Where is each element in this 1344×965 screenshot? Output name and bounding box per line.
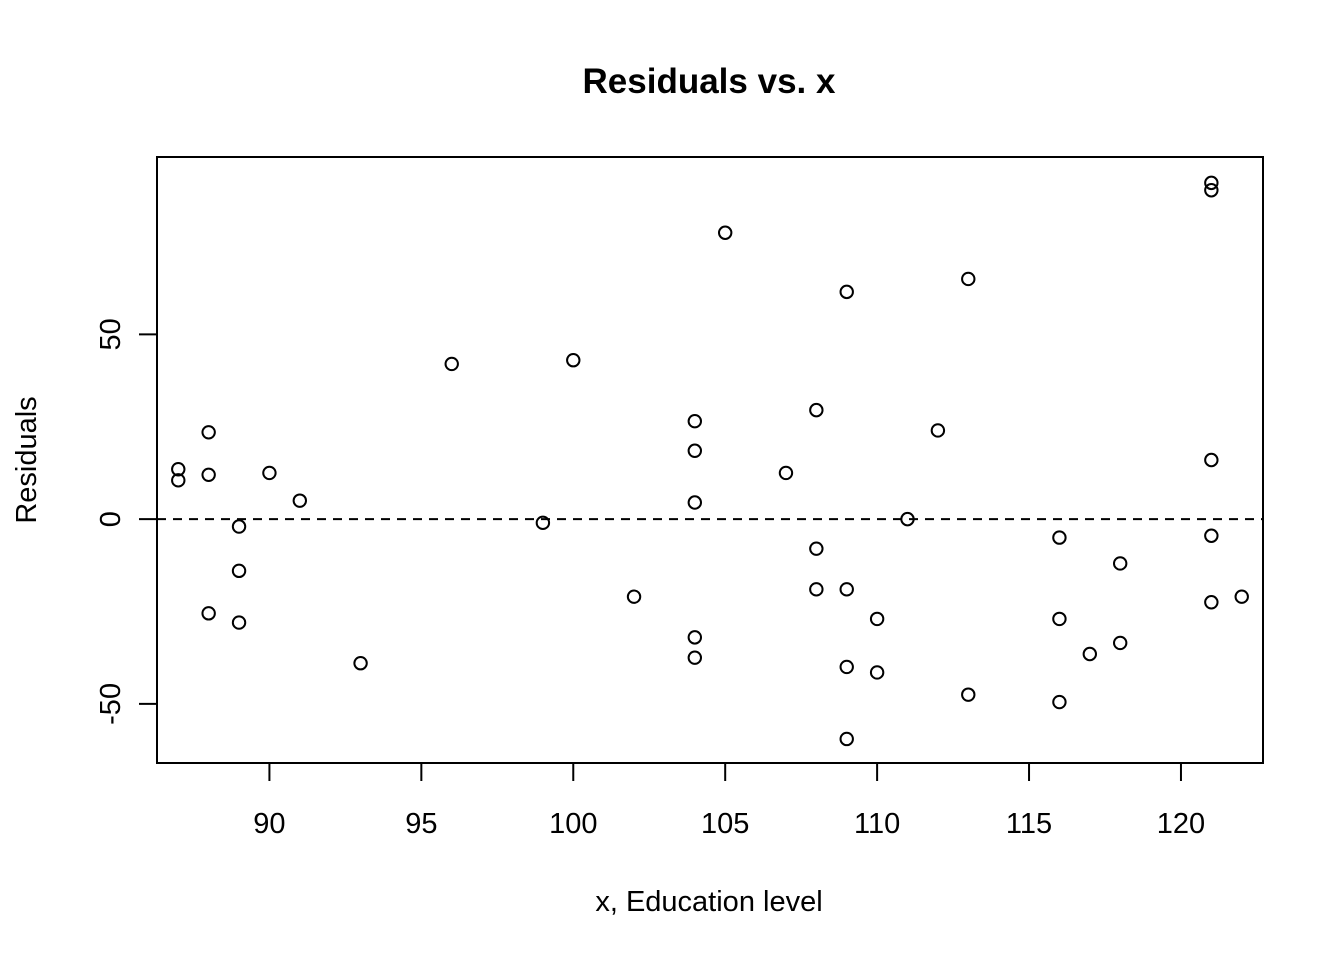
data-point — [171, 462, 186, 477]
data-point — [687, 443, 703, 458]
data-point — [444, 356, 459, 372]
data-point — [1204, 528, 1219, 543]
data-point — [1112, 635, 1128, 651]
data-point — [626, 589, 642, 604]
data-point — [1052, 611, 1067, 627]
data-point — [930, 423, 946, 438]
y-tick-label: 50 — [95, 318, 127, 350]
x-tick-label: 105 — [701, 808, 749, 840]
x-tick-label: 110 — [854, 808, 900, 840]
chart-title: Residuals vs. x — [583, 62, 836, 101]
data-point — [687, 495, 703, 510]
data-point — [1204, 595, 1219, 610]
data-point — [1052, 694, 1067, 710]
data-point — [566, 353, 581, 368]
data-point — [717, 225, 733, 240]
data-point — [869, 611, 885, 627]
data-point — [687, 630, 703, 645]
x-tick-label: 120 — [1157, 808, 1205, 840]
data-point — [1052, 530, 1067, 545]
x-axis-label: x, Education level — [595, 886, 822, 918]
data-point — [900, 511, 915, 527]
data-point — [961, 687, 976, 702]
x-axis: 90 95 100 105 110 115 120 — [253, 762, 1205, 840]
y-axis-label: Residuals — [11, 396, 43, 523]
data-point — [961, 271, 976, 287]
data-point — [839, 582, 854, 597]
data-point — [353, 656, 368, 671]
data-point — [809, 402, 824, 418]
data-point — [1204, 175, 1219, 191]
data-point — [809, 582, 824, 597]
data-point — [171, 473, 186, 488]
data-point — [231, 519, 247, 534]
data-point — [1112, 556, 1128, 571]
data-point — [292, 493, 308, 508]
data-point — [535, 515, 551, 531]
data-point — [869, 665, 885, 680]
data-point — [201, 425, 216, 440]
x-tick-label: 115 — [1006, 808, 1052, 840]
data-point — [839, 659, 854, 675]
plot-frame — [156, 156, 1264, 764]
data-point — [839, 284, 854, 300]
y-tick-label: -50 — [95, 683, 127, 725]
data-point — [1082, 646, 1098, 662]
data-point — [1204, 452, 1219, 468]
y-tick-label: 0 — [95, 511, 127, 527]
data-point — [778, 465, 794, 481]
data-point — [1234, 589, 1249, 604]
data-point — [687, 414, 703, 429]
data-point — [1204, 183, 1219, 198]
x-tick-label: 95 — [405, 808, 437, 840]
data-point — [231, 563, 247, 579]
data-point — [839, 731, 854, 747]
data-point — [687, 650, 703, 665]
data-point — [201, 606, 216, 621]
data-point — [201, 467, 216, 482]
x-tick-label: 90 — [253, 808, 285, 840]
data-point — [262, 465, 277, 481]
data-point — [231, 615, 247, 630]
x-tick-label: 100 — [549, 808, 597, 840]
y-axis: -50 0 50 — [95, 318, 158, 725]
data-point — [809, 541, 824, 556]
points-group — [171, 175, 1249, 747]
